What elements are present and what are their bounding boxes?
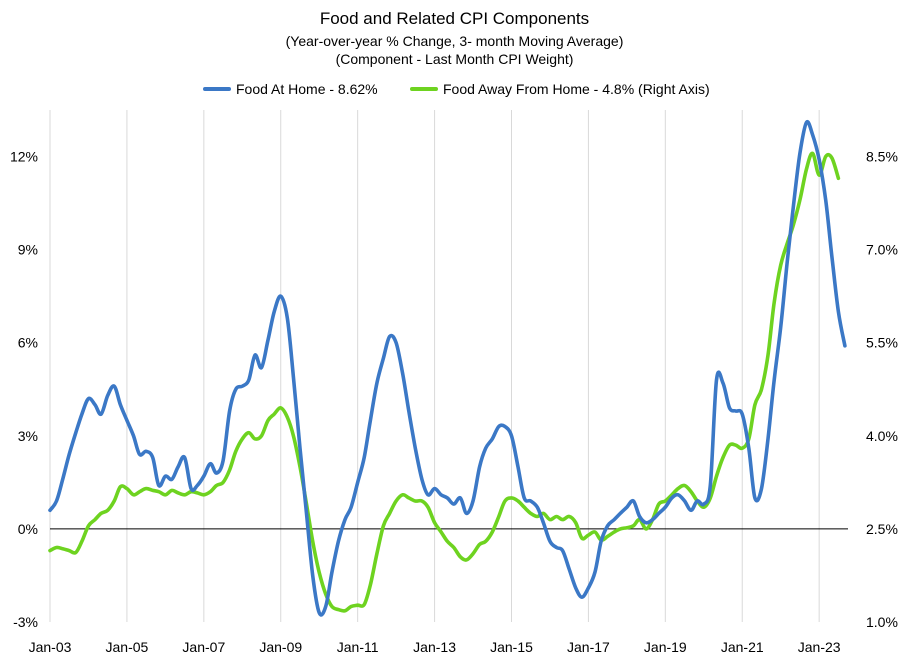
series-line-food-away — [48, 151, 841, 613]
x-tick-label: Jan-15 — [490, 639, 533, 655]
legend-label-food-away: Food Away From Home - 4.8% (Right Axis) — [443, 81, 710, 97]
x-tick-label: Jan-09 — [259, 639, 302, 655]
x-tick-label: Jan-07 — [182, 639, 225, 655]
legend-swatch-food-at-home — [203, 87, 231, 91]
x-tick-label: Jan-03 — [29, 639, 72, 655]
x-tick-label: Jan-05 — [106, 639, 149, 655]
y-left-tick-label: 3% — [18, 428, 38, 444]
y-right-tick-label: 4.0% — [866, 428, 898, 444]
legend-item-food-at-home: Food At Home - 8.62% — [203, 78, 378, 100]
x-tick-label: Jan-21 — [721, 639, 764, 655]
y-left-tick-label: 0% — [18, 521, 38, 537]
y-right-tick-label: 7.0% — [866, 242, 898, 258]
chart-subtitle-2: (Component - Last Month CPI Weight) — [335, 51, 574, 67]
legend: Food At Home - 8.62% Food Away From Home… — [0, 78, 909, 100]
x-tick-label: Jan-11 — [337, 639, 379, 655]
series-lines — [48, 119, 847, 617]
grid-lines — [49, 110, 848, 622]
legend-label-food-at-home: Food At Home - 8.62% — [236, 81, 378, 97]
x-tick-label: Jan-19 — [644, 639, 687, 655]
x-tick-label: Jan-23 — [798, 639, 841, 655]
chart-subtitle-1: (Year-over-year % Change, 3- month Movin… — [285, 33, 624, 49]
x-tick-label: Jan-13 — [413, 639, 456, 655]
series-line-food-at-home — [48, 119, 847, 617]
y-left-tick-label: -3% — [13, 614, 38, 630]
x-tick-label: Jan-17 — [567, 639, 610, 655]
y-right-tick-label: 2.5% — [866, 521, 898, 537]
y-left-tick-label: 9% — [18, 242, 38, 258]
y-right-tick-label: 1.0% — [866, 614, 898, 630]
y-left-tick-label: 6% — [18, 335, 38, 351]
chart-title: Food and Related CPI Components — [319, 9, 590, 28]
y-right-tick-label: 8.5% — [866, 149, 898, 165]
y-left-tick-label: 12% — [10, 149, 38, 165]
legend-item-food-away: Food Away From Home - 4.8% (Right Axis) — [410, 78, 710, 100]
legend-swatch-food-away — [410, 87, 438, 91]
y-right-tick-label: 5.5% — [866, 335, 898, 351]
axis-labels: Jan-03 Jan-05 Jan-07 Jan-09 Jan-11 Jan-13 Jan-… — [10, 149, 898, 655]
